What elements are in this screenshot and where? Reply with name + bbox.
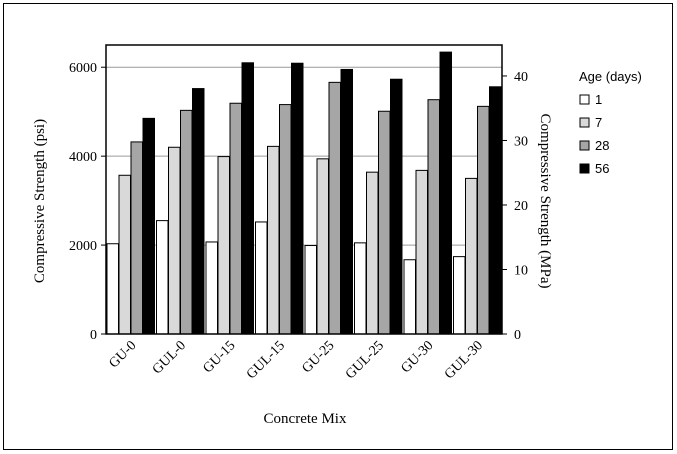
bar (477, 105, 490, 335)
x-tick-label: GU-15 (200, 338, 238, 376)
bar (279, 104, 292, 335)
bar (168, 146, 181, 335)
bar (489, 86, 502, 335)
legend-swatch (579, 163, 590, 174)
y-tick-label-right: 0 (514, 328, 521, 343)
bar (465, 177, 478, 335)
y-axis-title-left: Compressive Strength (psi) (32, 119, 48, 283)
bar (106, 243, 119, 335)
bar (118, 174, 131, 335)
x-tick-label: GU-25 (299, 338, 337, 376)
y-tick-label-left: 6000 (69, 61, 97, 76)
bar (241, 62, 254, 335)
y-tick-label-left: 2000 (69, 239, 97, 254)
bar (316, 158, 329, 335)
bar (453, 256, 466, 335)
y-tick-label-right: 20 (514, 199, 528, 214)
y-axis-title-right: Compressive Strength (MPa) (537, 114, 553, 289)
x-tick-label: GUL-15 (244, 338, 288, 382)
legend-swatch (579, 117, 590, 128)
bar (366, 171, 379, 335)
bar (390, 78, 403, 335)
bar (217, 156, 230, 335)
plot-area-border (105, 44, 503, 335)
bars (106, 51, 502, 335)
y-tick-label-right: 10 (514, 263, 528, 278)
bar (156, 220, 169, 335)
legend-title: Age (days) (579, 69, 642, 84)
legend-label: 7 (595, 115, 602, 130)
y-tick-label-left: 0 (90, 328, 97, 343)
x-axis-title: Concrete Mix (264, 411, 347, 427)
bar (130, 141, 143, 335)
bar (304, 245, 317, 335)
bar (180, 109, 193, 335)
bar (439, 51, 452, 335)
bar (142, 117, 155, 335)
bar (340, 68, 353, 335)
x-tick-label: GUL-25 (343, 338, 387, 382)
bar (328, 81, 341, 335)
bar (378, 110, 391, 335)
x-tick-label: GUL-0 (150, 338, 189, 377)
legend-label: 28 (595, 138, 609, 153)
y-tick-label-right: 40 (514, 70, 528, 85)
bar (205, 241, 218, 335)
bar (427, 99, 440, 335)
x-tick-label: GUL-30 (442, 338, 486, 382)
bar (229, 102, 242, 335)
x-tick-label: GU-0 (106, 338, 139, 371)
bar (354, 242, 367, 335)
legend-swatch (579, 140, 590, 151)
x-tick-label: GU-30 (398, 338, 436, 376)
y-tick-label-right: 30 (514, 134, 528, 149)
legend: Age (days) 1 7 28 56 (579, 69, 642, 176)
legend-swatch (579, 94, 590, 105)
bar (267, 145, 280, 335)
bar (403, 259, 416, 335)
bar (415, 169, 428, 335)
bar (291, 62, 304, 335)
bar (192, 88, 205, 335)
y-tick-label-left: 4000 (69, 150, 97, 165)
legend-label: 1 (595, 92, 602, 107)
legend-label: 56 (595, 161, 609, 176)
bar (255, 221, 268, 335)
